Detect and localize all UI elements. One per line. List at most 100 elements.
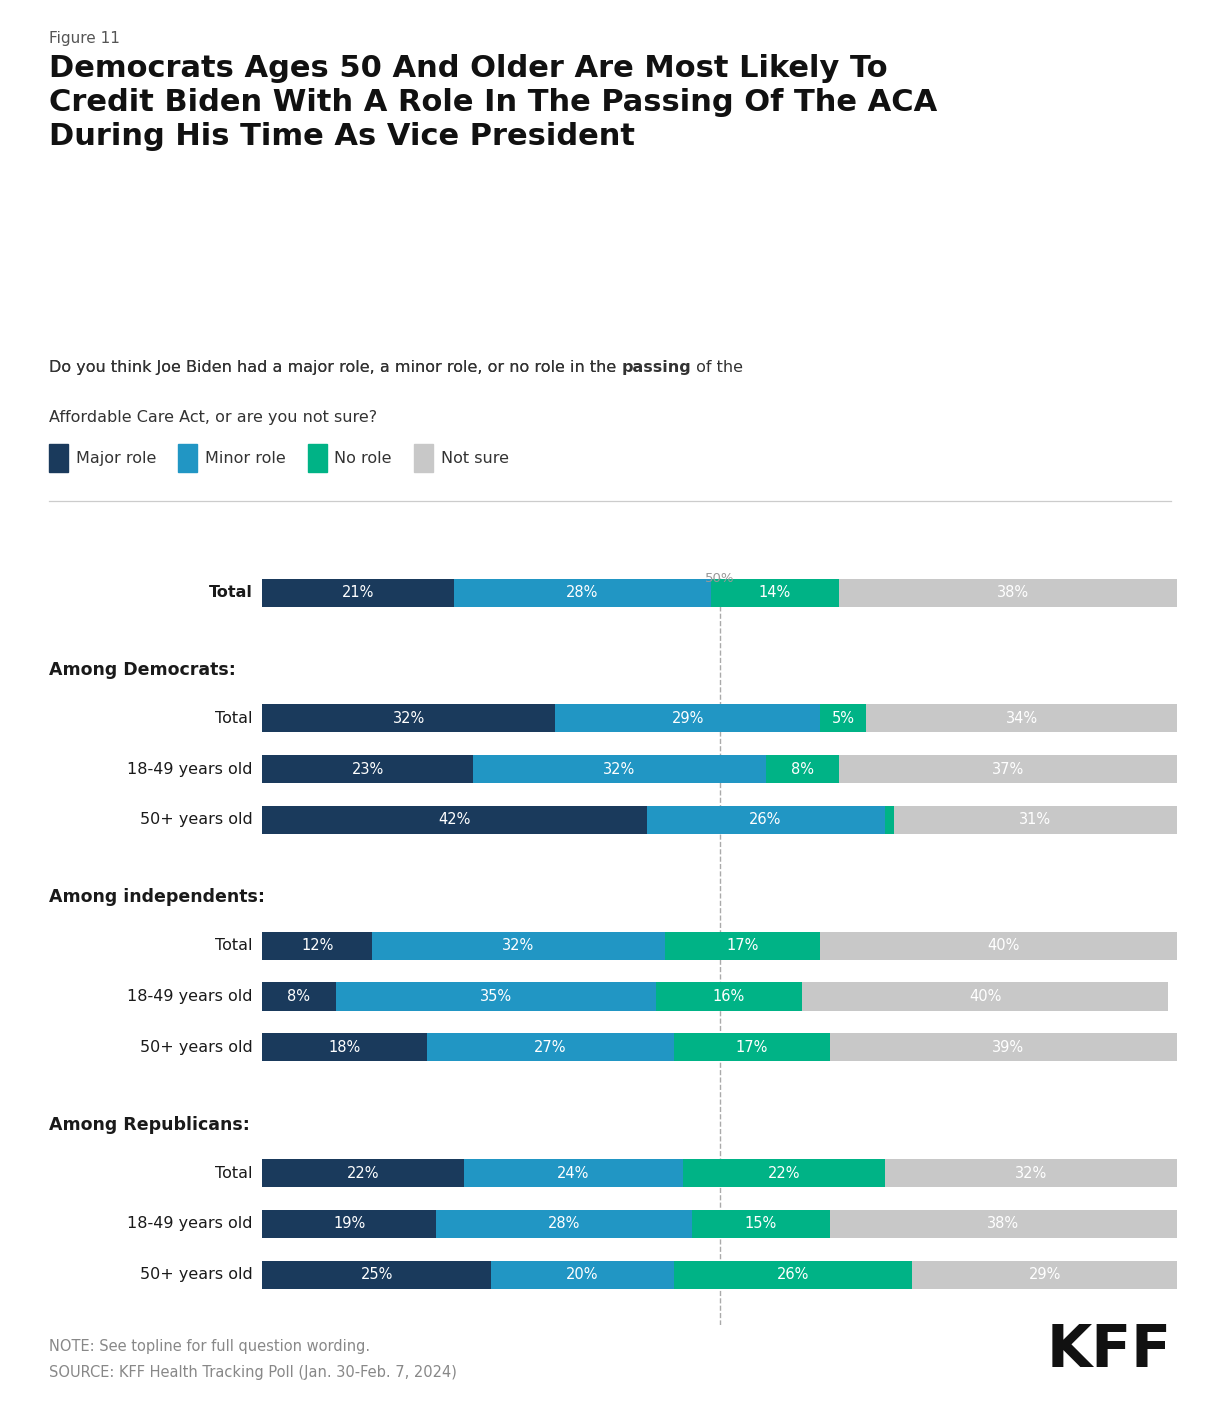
Bar [555,705,820,732]
Text: 18%: 18% [328,1039,361,1055]
Text: 12%: 12% [301,938,333,953]
Text: 26%: 26% [777,1268,809,1282]
Bar [490,1261,673,1289]
Text: of the: of the [691,360,743,375]
Text: 29%: 29% [671,711,704,726]
Text: Total: Total [209,585,253,601]
Bar [683,1159,884,1187]
Bar [866,705,1177,732]
Bar [673,1261,911,1289]
Text: Total: Total [215,711,253,726]
Text: 29%: 29% [1028,1268,1061,1282]
Text: 5%: 5% [832,711,855,726]
Text: 28%: 28% [566,585,599,601]
Text: 25%: 25% [360,1268,393,1282]
Text: 50%: 50% [705,572,734,585]
Text: 18-49 years old: 18-49 years old [127,761,253,777]
Text: Among independents:: Among independents: [49,888,265,907]
Text: Total: Total [215,1166,253,1180]
Bar [884,807,893,833]
Bar [262,756,473,783]
Text: 38%: 38% [987,1217,1020,1231]
Text: 40%: 40% [969,988,1002,1004]
Text: Do you think Joe Biden had a major role, a minor role, or no role in the: Do you think Joe Biden had a major role,… [49,360,621,375]
Bar [464,1159,683,1187]
Bar [262,705,555,732]
Text: 18-49 years old: 18-49 years old [127,1217,253,1231]
Text: 31%: 31% [1020,812,1052,828]
Text: 17%: 17% [726,938,759,953]
Text: 16%: 16% [712,988,745,1004]
Bar [656,983,803,1011]
Bar [262,983,336,1011]
Text: passing: passing [621,360,691,375]
Text: 19%: 19% [333,1217,365,1231]
Text: Do you think Joe Biden had a major role, a minor role, or no role in the: Do you think Joe Biden had a major role,… [49,360,621,375]
Bar [647,807,884,833]
Text: Not sure: Not sure [440,451,509,465]
Text: KFF: KFF [1047,1323,1171,1379]
Text: Among Republicans:: Among Republicans: [49,1115,250,1134]
Text: 8%: 8% [791,761,814,777]
Text: NOTE: See topline for full question wording.: NOTE: See topline for full question word… [49,1340,370,1355]
Text: 32%: 32% [603,761,636,777]
Bar [820,705,866,732]
Text: 23%: 23% [351,761,383,777]
Text: Figure 11: Figure 11 [49,31,120,47]
Text: 18-49 years old: 18-49 years old [127,988,253,1004]
Text: Among Democrats:: Among Democrats: [49,661,235,680]
Bar [839,578,1186,606]
Bar [262,1261,490,1289]
Text: 35%: 35% [479,988,511,1004]
Bar [262,578,455,606]
Text: 8%: 8% [288,988,310,1004]
Text: 14%: 14% [759,585,791,601]
Bar [673,1034,830,1062]
Text: 37%: 37% [992,761,1024,777]
Text: Democrats Ages 50 And Older Are Most Likely To
Credit Biden With A Role In The P: Democrats Ages 50 And Older Are Most Lik… [49,54,937,151]
Text: 15%: 15% [745,1217,777,1231]
Text: Total: Total [215,938,253,953]
Bar [884,1159,1177,1187]
Text: 50+ years old: 50+ years old [140,1039,253,1055]
Bar [336,983,656,1011]
Bar [262,1159,464,1187]
Bar [839,756,1177,783]
Text: No role: No role [334,451,392,465]
Bar [913,1261,1177,1289]
Text: 24%: 24% [558,1166,589,1180]
Text: 42%: 42% [438,812,471,828]
Bar [473,756,766,783]
Bar [893,807,1177,833]
Text: 26%: 26% [749,812,782,828]
Text: SOURCE: KFF Health Tracking Poll (Jan. 30-Feb. 7, 2024): SOURCE: KFF Health Tracking Poll (Jan. 3… [49,1365,456,1380]
Text: 32%: 32% [503,938,534,953]
Text: 38%: 38% [997,585,1028,601]
Text: 32%: 32% [1015,1166,1047,1180]
Bar [372,932,665,960]
Text: 28%: 28% [548,1217,581,1231]
Bar [665,932,820,960]
Bar [455,578,711,606]
Text: 34%: 34% [1005,711,1038,726]
Text: 50+ years old: 50+ years old [140,812,253,828]
Bar [711,578,839,606]
Text: 40%: 40% [987,938,1020,953]
Bar [830,1210,1177,1238]
Bar [262,1210,437,1238]
Text: 27%: 27% [534,1039,567,1055]
Text: 22%: 22% [767,1166,800,1180]
Bar [803,983,1169,1011]
Text: Affordable Care Act, or are you not sure?: Affordable Care Act, or are you not sure… [49,410,377,426]
Bar [830,1034,1187,1062]
Text: 39%: 39% [992,1039,1024,1055]
Text: 17%: 17% [736,1039,769,1055]
Text: 22%: 22% [346,1166,379,1180]
Bar [262,932,372,960]
Text: 20%: 20% [566,1268,599,1282]
Bar [262,807,647,833]
Text: Major role: Major role [76,451,156,465]
Bar [820,932,1186,960]
Bar [437,1210,692,1238]
Text: 21%: 21% [342,585,375,601]
